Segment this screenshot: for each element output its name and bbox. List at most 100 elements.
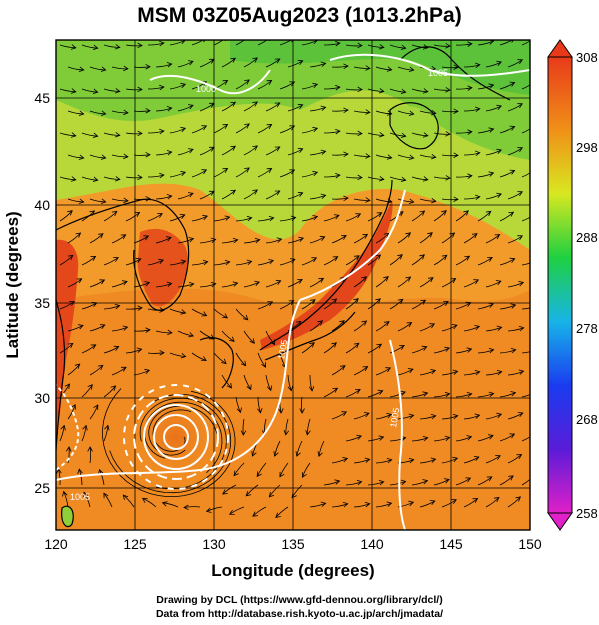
streamline — [488, 302, 494, 308]
streamline — [496, 325, 503, 331]
streamline — [375, 321, 390, 332]
streamline — [155, 283, 172, 288]
streamline — [187, 104, 194, 110]
streamline — [455, 302, 471, 310]
streamline — [297, 147, 304, 153]
streamline — [441, 278, 456, 288]
streamline — [517, 59, 524, 65]
streamline — [521, 478, 530, 486]
streamline — [67, 342, 74, 349]
streamline — [77, 468, 83, 475]
streamline — [279, 169, 295, 178]
colorbar-tick-label: 268 — [576, 412, 598, 427]
streamline — [367, 298, 381, 310]
streamline — [89, 365, 104, 376]
streamline — [362, 233, 369, 239]
streamline — [59, 255, 74, 266]
streamline — [532, 391, 537, 396]
streamline — [245, 484, 259, 497]
streamline — [249, 338, 255, 344]
streamline — [305, 429, 311, 436]
streamline — [299, 408, 305, 414]
streamline — [365, 65, 371, 71]
streamline — [287, 279, 303, 288]
streamline — [232, 281, 239, 287]
streamline — [309, 502, 326, 508]
streamline — [441, 254, 448, 261]
streamline — [475, 62, 481, 69]
x-tick-label: 150 — [518, 536, 542, 552]
streamline — [531, 213, 536, 217]
streamline — [147, 259, 164, 266]
streamline — [471, 233, 478, 239]
streamline — [210, 281, 217, 288]
streamline — [226, 382, 232, 389]
streamline — [419, 254, 425, 260]
streamline — [531, 169, 536, 173]
streamline — [383, 232, 390, 239]
streamline — [477, 435, 494, 442]
streamline — [499, 126, 515, 134]
streamline — [411, 346, 427, 354]
streamline — [155, 237, 172, 244]
streamline — [103, 176, 120, 180]
streamline — [133, 154, 151, 156]
streamline — [252, 145, 258, 151]
colorbar-body — [547, 56, 573, 514]
streamline — [257, 352, 266, 368]
streamline — [400, 132, 407, 138]
streamline — [408, 457, 415, 464]
streamline — [507, 59, 523, 68]
streamline — [111, 281, 128, 288]
streamline — [367, 436, 384, 442]
streamline — [111, 210, 118, 217]
streamline — [464, 255, 471, 261]
streamline — [309, 278, 324, 288]
streamline — [361, 276, 368, 282]
streamline — [343, 107, 349, 114]
streamline — [67, 446, 70, 464]
streamline — [323, 214, 340, 222]
streamline — [221, 145, 236, 156]
streamline — [537, 497, 542, 502]
streamline — [444, 346, 450, 352]
streamline — [309, 299, 316, 305]
streamline — [279, 471, 285, 478]
streamline — [405, 232, 412, 238]
streamline — [103, 492, 113, 508]
streamline — [166, 194, 173, 200]
streamline — [375, 459, 392, 464]
streamline — [411, 299, 426, 310]
streamline — [465, 301, 472, 307]
streamline — [389, 254, 403, 266]
streamline — [169, 171, 186, 178]
streamline — [133, 329, 151, 332]
streamline — [332, 387, 339, 393]
streamline — [125, 307, 143, 310]
streamline — [385, 367, 392, 373]
streamline — [278, 408, 284, 414]
streamline — [59, 210, 73, 222]
streamline — [188, 332, 194, 338]
streamline — [320, 501, 327, 507]
streamline — [411, 132, 428, 137]
streamline — [308, 386, 315, 392]
streamline — [309, 374, 313, 392]
streamline — [463, 210, 469, 216]
streamline — [309, 342, 315, 348]
streamline — [187, 148, 194, 154]
coastlines — [56, 46, 511, 528]
streamline — [256, 471, 262, 478]
streamline — [89, 110, 106, 115]
streamline — [508, 475, 514, 481]
streamline — [467, 85, 473, 91]
streamline — [509, 433, 516, 439]
streamline — [397, 154, 414, 159]
streamline — [145, 63, 151, 70]
streamline — [420, 299, 427, 305]
streamline — [433, 176, 451, 179]
streamline — [485, 413, 502, 420]
isobar-label: 1005 — [276, 339, 289, 360]
streamline — [180, 353, 187, 359]
streamline — [427, 232, 433, 238]
